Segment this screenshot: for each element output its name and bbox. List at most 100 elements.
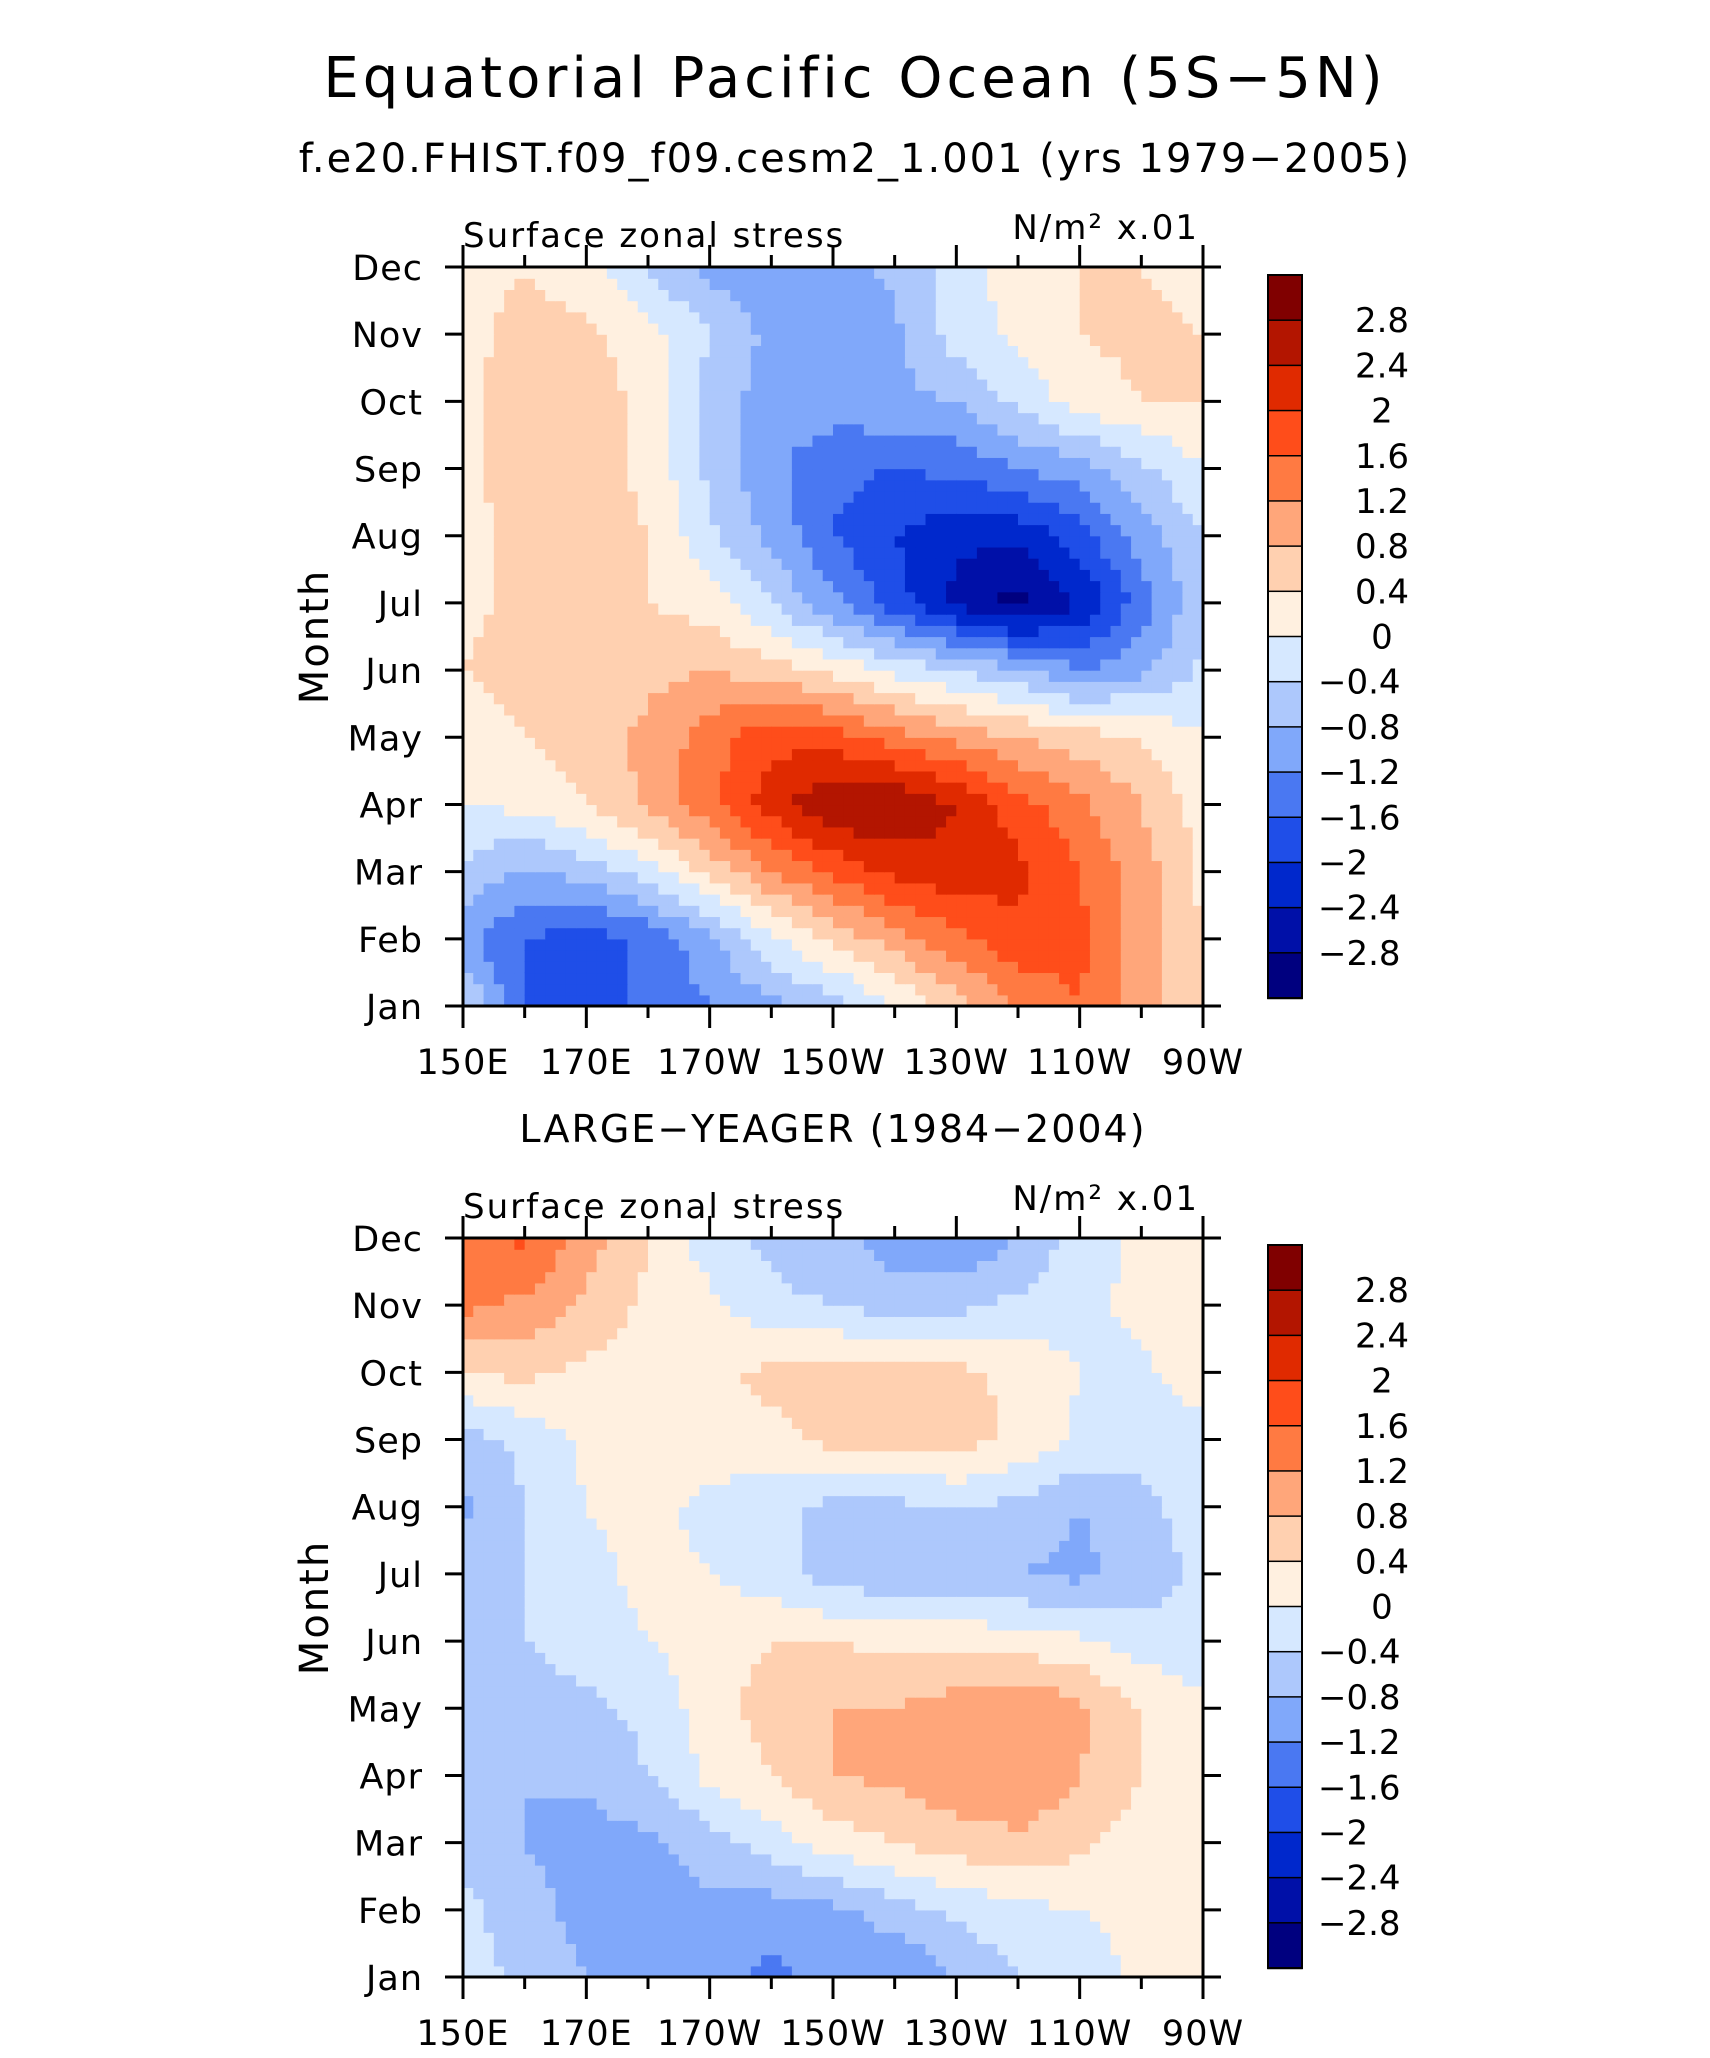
- heatmap-cell: [791, 670, 803, 682]
- heatmap-cell: [987, 334, 999, 346]
- heatmap-cell: [791, 602, 803, 615]
- heatmap-cell: [1007, 916, 1019, 929]
- heatmap-cell: [463, 905, 474, 918]
- heatmap-cell: [1069, 490, 1081, 503]
- heatmap-cell: [668, 793, 680, 806]
- heatmap-cell: [699, 670, 711, 682]
- heatmap-cell: [627, 569, 639, 582]
- heatmap-cell: [1192, 793, 1204, 806]
- heatmap-cell: [1161, 580, 1173, 593]
- heatmap-cell: [555, 423, 567, 436]
- heatmap-cell: [761, 390, 772, 402]
- heatmap-cell: [586, 759, 598, 772]
- heatmap-cell: [853, 367, 865, 380]
- heatmap-cell: [699, 938, 711, 951]
- heatmap-cell: [884, 714, 896, 727]
- heatmap-cell: [997, 591, 1009, 604]
- heatmap-cell: [576, 401, 587, 414]
- heatmap-cell: [1048, 871, 1060, 884]
- heatmap-cell: [689, 927, 700, 940]
- heatmap-cell: [812, 378, 824, 391]
- heatmap-cell: [976, 815, 988, 828]
- heatmap-cell: [956, 546, 968, 559]
- heatmap-cell: [545, 815, 557, 828]
- heatmap-cell: [843, 748, 855, 761]
- heatmap-cell: [1141, 278, 1153, 290]
- heatmap-cell: [1018, 714, 1029, 727]
- heatmap-cell: [524, 782, 536, 794]
- heatmap-cell: [997, 894, 1009, 906]
- heatmap-cell: [1007, 502, 1019, 514]
- heatmap-cell: [586, 558, 598, 570]
- heatmap-cell: [1172, 972, 1184, 985]
- heatmap-cell: [833, 849, 844, 862]
- heatmap-cell: [853, 681, 865, 694]
- heatmap-cell: [555, 378, 567, 391]
- heatmap-cell: [1161, 950, 1173, 962]
- heatmap-cell: [1120, 278, 1132, 290]
- heatmap-cell: [493, 983, 505, 996]
- heatmap-cell: [1120, 502, 1132, 514]
- heatmap-cell: [1079, 748, 1091, 761]
- heatmap-cell: [946, 770, 957, 783]
- heatmap-cell: [637, 524, 649, 537]
- heatmap-cell: [1038, 972, 1050, 985]
- heatmap-cell: [946, 591, 957, 604]
- heatmap-cell: [761, 804, 772, 817]
- heatmap-cell: [678, 658, 690, 671]
- heatmap-cell: [1100, 670, 1112, 682]
- heatmap-cell: [771, 502, 783, 514]
- heatmap-cell: [966, 703, 978, 716]
- heatmap-cell: [915, 670, 927, 682]
- heatmap-cell: [812, 871, 824, 884]
- heatmap-cell: [699, 849, 711, 862]
- heatmap-cell: [946, 535, 957, 548]
- heatmap-cell: [946, 782, 957, 794]
- heatmap-cell: [1120, 703, 1132, 716]
- heatmap-cell: [534, 412, 546, 425]
- heatmap-cell: [1182, 838, 1194, 850]
- heatmap-cell: [904, 681, 916, 694]
- heatmap-cell: [740, 692, 752, 705]
- heatmap-cell: [648, 580, 659, 593]
- heatmap-cell: [976, 502, 988, 514]
- heatmap-cell: [966, 871, 978, 884]
- heatmap-cell: [1110, 401, 1122, 414]
- heatmap-cell: [884, 759, 896, 772]
- heatmap-cell: [997, 580, 1009, 593]
- heatmap-cell: [935, 703, 947, 716]
- heatmap-cell: [915, 782, 927, 794]
- heatmap-cell: [606, 927, 618, 940]
- heatmap-cell: [524, 289, 536, 302]
- heatmap-cell: [863, 927, 875, 940]
- heatmap-cell: [1172, 726, 1184, 738]
- heatmap-cell: [668, 726, 680, 738]
- heatmap-cell: [1018, 658, 1029, 671]
- heatmap-cell: [534, 714, 546, 727]
- heatmap-cell: [1172, 748, 1184, 761]
- heatmap-cell: [1018, 513, 1029, 526]
- heatmap-cell: [853, 423, 865, 436]
- heatmap-cell: [946, 849, 957, 862]
- heatmap-cell: [1007, 614, 1019, 626]
- heatmap-cell: [853, 838, 865, 850]
- heatmap-cell: [915, 602, 927, 615]
- heatmap-cell: [1192, 916, 1204, 929]
- heatmap-cell: [576, 714, 587, 727]
- heatmap-cell: [915, 658, 927, 671]
- heatmap-cell: [689, 356, 700, 369]
- heatmap-cell: [884, 860, 896, 873]
- heatmap-cell: [1161, 658, 1173, 671]
- heatmap-cell: [463, 815, 474, 828]
- heatmap-cell: [904, 782, 916, 794]
- heatmap-cell: [699, 826, 711, 839]
- heatmap-cell: [884, 367, 896, 380]
- heatmap-cell: [822, 871, 834, 884]
- heatmap-cell: [1100, 345, 1112, 358]
- heatmap-cell: [925, 479, 937, 492]
- heatmap-cell: [555, 490, 567, 503]
- heatmap-cell: [545, 289, 557, 302]
- heatmap-cell: [791, 815, 803, 828]
- heatmap-cell: [812, 468, 824, 481]
- heatmap-cell: [514, 434, 526, 447]
